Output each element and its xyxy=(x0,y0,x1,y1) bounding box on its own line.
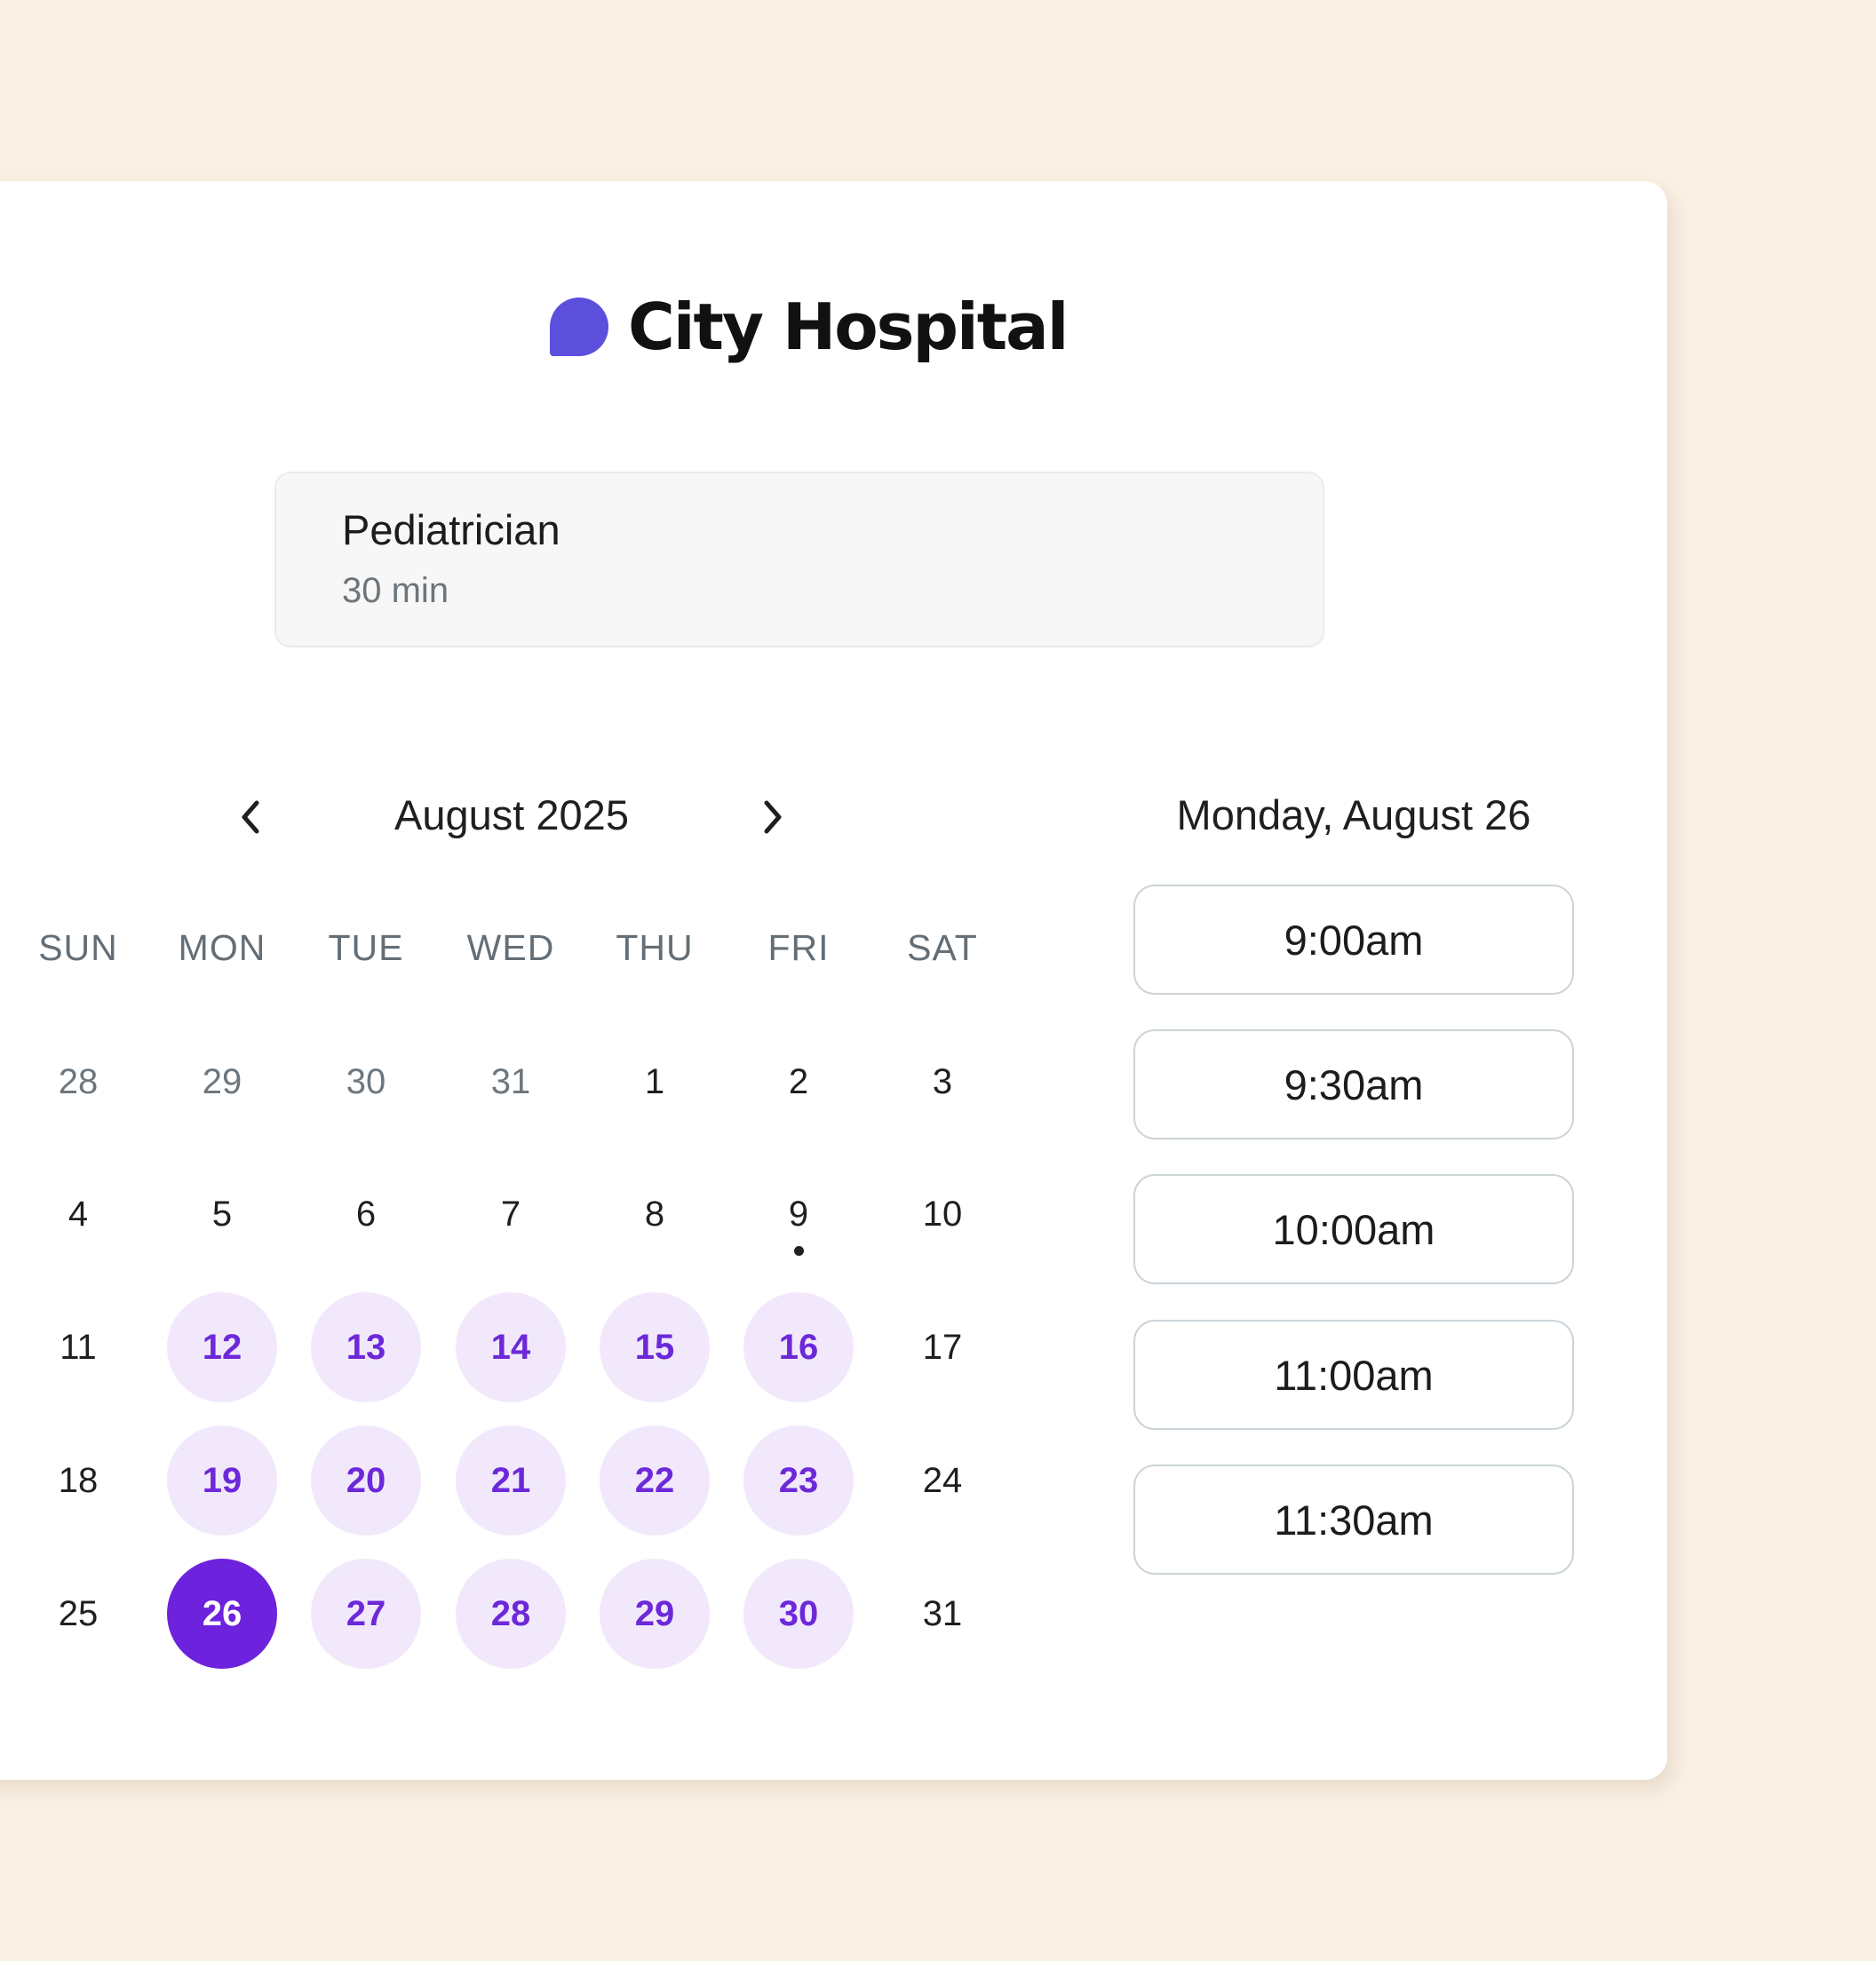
calendar-day: 3 xyxy=(932,1061,953,1101)
weekday-sat: SAT xyxy=(907,927,978,968)
service-summary: Pediatrician 30 min xyxy=(274,472,1324,647)
calendar-day[interactable]: 13 xyxy=(311,1292,421,1402)
calendar-day: 5 xyxy=(211,1194,233,1234)
calendar-day[interactable]: 14 xyxy=(456,1292,566,1402)
calendar-day: 25 xyxy=(58,1593,99,1633)
calendar-day[interactable]: 19 xyxy=(167,1425,277,1536)
weekday-fri: FRI xyxy=(767,927,830,968)
calendar-day[interactable]: 22 xyxy=(600,1425,710,1536)
chevron-right-icon xyxy=(764,800,782,834)
weekday-mon: MON xyxy=(178,927,266,968)
calendar-day[interactable]: 12 xyxy=(167,1292,277,1402)
selected-date-heading: Monday, August 26 xyxy=(1176,791,1531,838)
calendar-day: 31 xyxy=(490,1061,531,1101)
calendar-day: 31 xyxy=(922,1593,963,1633)
calendar-day: 9 xyxy=(788,1194,809,1234)
calendar-day[interactable]: 20 xyxy=(311,1425,421,1536)
next-month-button[interactable] xyxy=(748,792,798,842)
calendar-day: 29 xyxy=(202,1061,242,1101)
calendar-day: 28 xyxy=(58,1061,99,1101)
calendar-day-selected[interactable]: 26 xyxy=(167,1559,277,1669)
weekday-tue: TUE xyxy=(328,927,404,968)
today-indicator-dot xyxy=(794,1246,804,1256)
calendar-day: 1 xyxy=(644,1061,665,1101)
calendar-day[interactable]: 30 xyxy=(743,1559,854,1669)
weekday-sun: SUN xyxy=(38,927,118,968)
weekday-wed: WED xyxy=(466,927,555,968)
time-slot-button[interactable]: 11:30am xyxy=(1133,1465,1574,1575)
calendar-day: 18 xyxy=(58,1460,99,1500)
calendar-day: 4 xyxy=(68,1194,89,1234)
calendar-day[interactable]: 28 xyxy=(456,1559,566,1669)
chevron-left-icon xyxy=(242,800,259,834)
calendar-day: 7 xyxy=(500,1194,521,1234)
brand-name: City Hospital xyxy=(628,290,1069,364)
calendar-day: 6 xyxy=(355,1194,377,1234)
calendar-day[interactable]: 21 xyxy=(456,1425,566,1536)
time-slot-button[interactable]: 9:30am xyxy=(1133,1029,1574,1139)
calendar-day: 2 xyxy=(788,1061,809,1101)
calendar-day: 10 xyxy=(922,1194,963,1234)
calendar-day[interactable]: 27 xyxy=(311,1559,421,1669)
calendar-day[interactable]: 29 xyxy=(600,1559,710,1669)
time-slot-button[interactable]: 10:00am xyxy=(1133,1174,1574,1284)
time-slot-button[interactable]: 11:00am xyxy=(1133,1320,1574,1430)
prev-month-button[interactable] xyxy=(226,792,275,842)
service-name: Pediatrician xyxy=(342,506,560,553)
weekday-thu: THU xyxy=(616,927,694,968)
month-label: August 2025 xyxy=(394,791,629,838)
speech-bubble-logo-icon xyxy=(550,298,608,356)
calendar-day: 30 xyxy=(346,1061,386,1101)
time-slot-button[interactable]: 9:00am xyxy=(1133,885,1574,995)
calendar-day: 11 xyxy=(60,1327,97,1367)
service-duration: 30 min xyxy=(342,571,449,610)
calendar-day[interactable]: 15 xyxy=(600,1292,710,1402)
calendar-day: 24 xyxy=(922,1460,963,1500)
calendar-day: 8 xyxy=(644,1194,665,1234)
calendar-day: 17 xyxy=(922,1327,963,1367)
calendar-day[interactable]: 16 xyxy=(743,1292,854,1402)
brand-header: City Hospital xyxy=(550,290,1069,364)
calendar-day[interactable]: 23 xyxy=(743,1425,854,1536)
